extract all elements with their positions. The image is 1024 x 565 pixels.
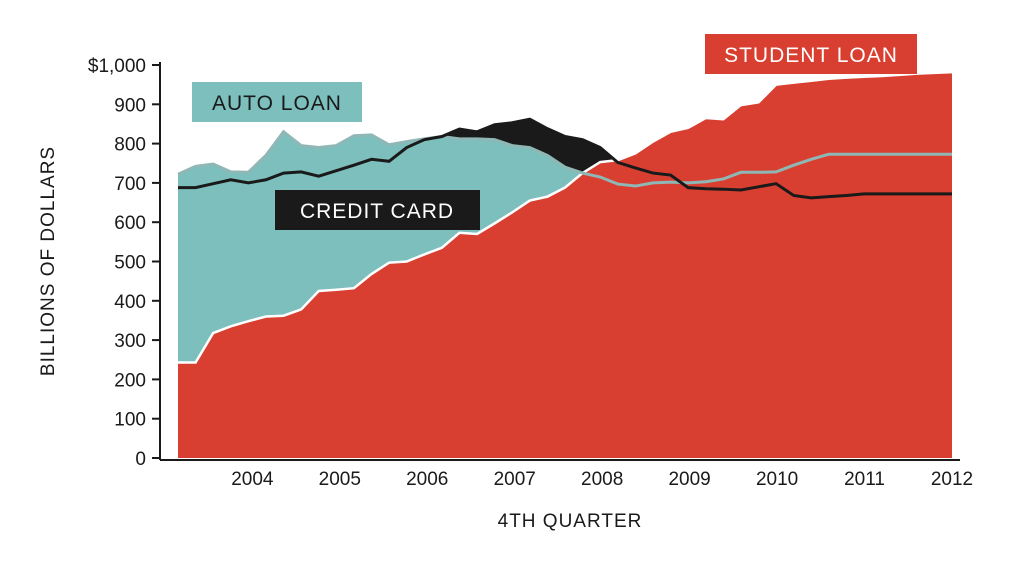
y-tick-label: 200 [114, 370, 146, 391]
chart-lines [177, 70, 953, 364]
y-tick-label: 900 [114, 95, 146, 116]
x-axis-ticks: 2004 2005 2006 2007 2008 2009 2010 2011 2012 [231, 469, 973, 490]
y-tick-label: 700 [114, 174, 146, 195]
y-tick-label: $1,000 [88, 56, 146, 77]
x-tick-label: 2010 [756, 469, 798, 490]
legend-student-loan: STUDENT LOAN [705, 34, 917, 74]
legend-auto-loan: AUTO LOAN [192, 82, 362, 122]
y-tick-label: 800 [114, 135, 146, 156]
y-axis-title: BILLIONS OF DOLLARS [38, 146, 59, 376]
legend-credit-card-box [275, 190, 480, 230]
y-tick-label: 600 [114, 213, 146, 234]
x-tick-label: 2009 [668, 469, 710, 490]
legend-auto-loan-box [192, 82, 362, 122]
legend-student-loan-box [705, 34, 917, 74]
x-tick-label: 2008 [581, 469, 623, 490]
x-axis-title: 4TH QUARTER [498, 511, 643, 532]
legend-student-loan-label: STUDENT LOAN [724, 44, 898, 67]
x-tick-label: 2006 [406, 469, 448, 490]
y-axis-ticks: 0 100 200 300 400 500 600 700 800 900 $1,000 [88, 56, 160, 470]
legend-auto-loan-label: AUTO LOAN [212, 92, 342, 115]
legend-credit-card: CREDIT CARD [275, 190, 480, 230]
y-tick-label: 0 [135, 449, 146, 470]
y-tick-label: 400 [114, 292, 146, 313]
y-tick-label: 500 [114, 253, 146, 274]
legend-credit-card-label: CREDIT CARD [300, 200, 454, 223]
student-loan-area [178, 72, 952, 458]
y-tick-label: 300 [114, 331, 146, 352]
auto-loan-line [177, 129, 952, 188]
student-loan-line [178, 70, 953, 364]
credit-card-line [178, 117, 952, 200]
x-tick-label: 2012 [931, 469, 973, 490]
x-tick-label: 2004 [231, 469, 274, 490]
x-tick-label: 2005 [319, 469, 361, 490]
chart-areas [178, 72, 952, 458]
x-tick-label: 2007 [494, 469, 536, 490]
x-tick-label: 2011 [844, 469, 885, 490]
y-tick-label: 100 [114, 410, 146, 431]
